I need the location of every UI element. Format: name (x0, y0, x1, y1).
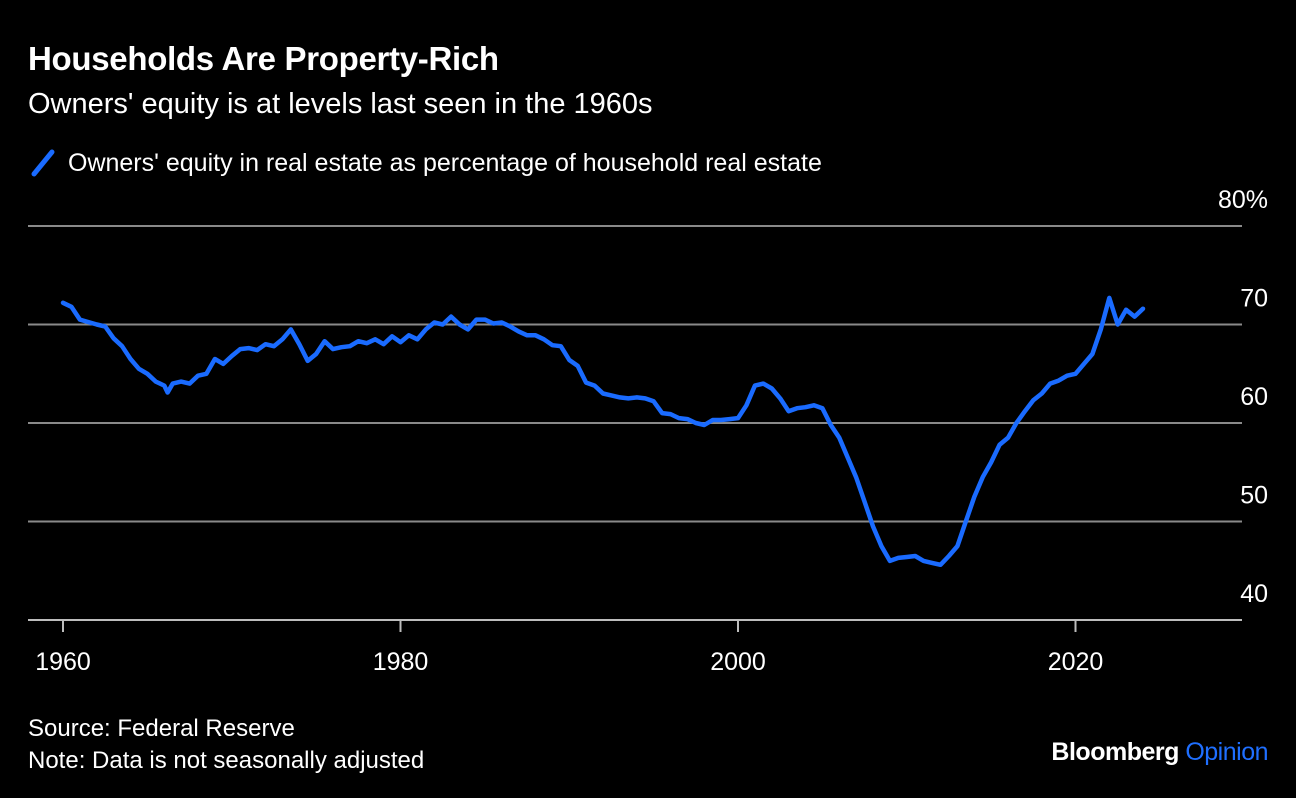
y-tick-label: 40 (1240, 580, 1268, 608)
legend: Owners' equity in real estate as percent… (30, 148, 822, 178)
chart-title: Households Are Property-Rich (28, 40, 499, 77)
legend-line-icon (31, 149, 55, 177)
brand-logo: Bloomberg Opinion (1051, 738, 1268, 767)
footer-notes: Source: Federal Reserve Note: Data is no… (28, 713, 424, 777)
y-tick-label: 50 (1240, 482, 1268, 510)
note-text: Note: Data is not seasonally adjusted (28, 747, 425, 774)
x-tick-label: 1960 (35, 648, 91, 676)
x-tick-label: 2020 (1048, 648, 1104, 676)
y-tick-label: 70 (1240, 285, 1268, 313)
x-tick-label: 2000 (710, 648, 766, 676)
chart-subtitle: Owners' equity is at levels last seen in… (28, 88, 653, 120)
x-tick-label: 1980 (373, 648, 429, 676)
brand-secondary: Opinion (1185, 738, 1268, 766)
legend-label: Owners' equity in real estate as percent… (68, 148, 822, 177)
brand-primary: Bloomberg (1051, 738, 1179, 766)
series-line (60, 295, 1146, 568)
y-tick-label: 80% (1218, 186, 1268, 214)
y-tick-label: 60 (1240, 383, 1268, 411)
source-text: Source: Federal Reserve (28, 715, 295, 742)
